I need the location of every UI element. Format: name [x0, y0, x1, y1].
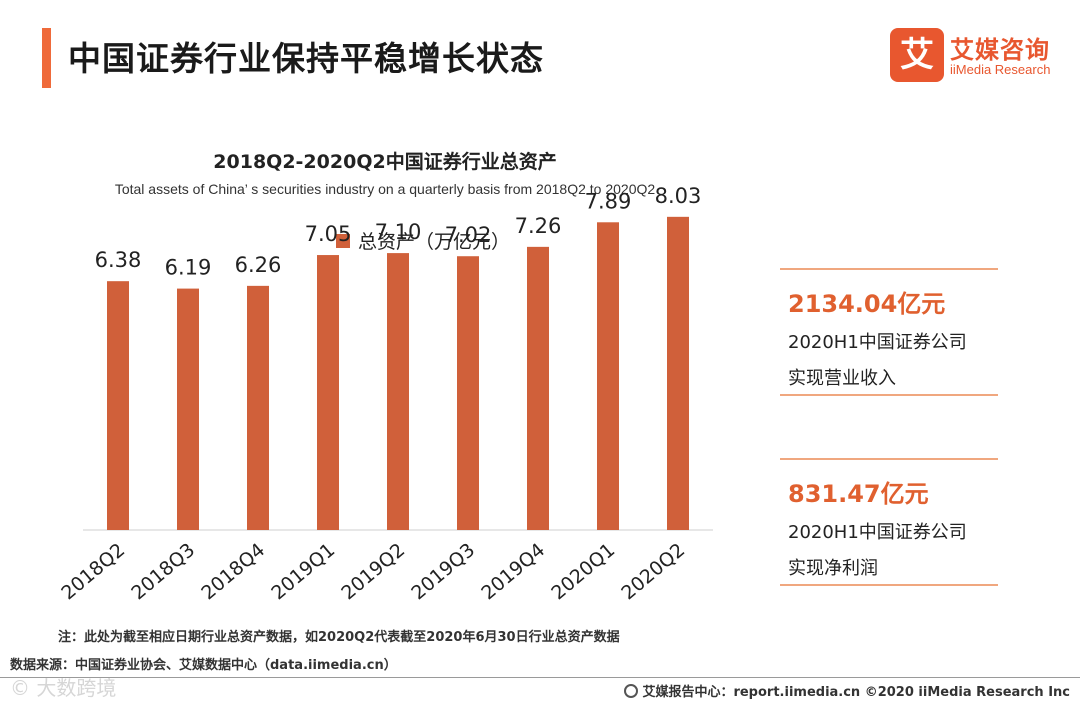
- report-center-text: 艾媒报告中心：report.iimedia.cn ©2020 iiMedia R…: [642, 685, 1070, 700]
- tick-label-2019Q2: 2019Q2: [337, 539, 409, 604]
- stat-profit-label-line1: 2020H1中国证券公司: [788, 522, 967, 543]
- stat-revenue-label-line1: 2020H1中国证券公司: [788, 332, 967, 353]
- tick-label-2018Q3: 2018Q3: [127, 539, 199, 604]
- bar-2019Q4: [527, 246, 549, 531]
- stat-revenue-value: 2134.04亿元: [788, 290, 946, 318]
- bar-2018Q3: [177, 288, 199, 530]
- value-label-2020Q1: 7.89: [585, 189, 632, 213]
- bar-2020Q2: [667, 216, 689, 530]
- value-label-2020Q2: 8.03: [655, 184, 702, 208]
- stat-revenue-label-line2: 实现营业收入: [788, 368, 896, 389]
- total-assets-bar-chart: 总资产（万亿元） 6.38 2018Q2 6.19 2018Q3 6.26 2018Q4 7.…: [57, 184, 713, 604]
- bar-2018Q4: [247, 285, 269, 530]
- logo-name-cn: 艾媒咨询: [950, 36, 1050, 64]
- tick-label-2019Q3: 2019Q3: [407, 539, 479, 604]
- value-label-2018Q4: 6.26: [235, 253, 282, 277]
- chart-note: 注：此处为截至相应日期行业总资产数据，如2020Q2代表截至2020年6月30日…: [58, 630, 620, 645]
- stat-profit-value: 831.47亿元: [788, 480, 929, 508]
- value-label-2019Q1: 7.05: [305, 222, 352, 246]
- tick-label-2019Q1: 2019Q1: [267, 539, 339, 604]
- value-label-2019Q2: 7.10: [375, 220, 422, 244]
- chart-legend: 总资产（万亿元）: [336, 231, 510, 253]
- stat-profit-label-line2: 实现净利润: [788, 558, 878, 579]
- data-source: 数据来源：中国证券业协会、艾媒数据中心（data.iimedia.cn）: [10, 658, 397, 673]
- tick-label-2018Q2: 2018Q2: [57, 539, 129, 604]
- logo-mark: 艾: [890, 28, 944, 82]
- logo-name-en: iiMedia Research: [950, 62, 1051, 77]
- tick-label-2020Q1: 2020Q1: [547, 539, 619, 604]
- globe-icon: [624, 684, 639, 698]
- page-title: 中国证券行业保持平稳增长状态: [68, 39, 544, 78]
- tick-label-2018Q4: 2018Q4: [197, 539, 269, 604]
- stat-card-net-profit: 831.47亿元 2020H1中国证券公司 实现净利润: [780, 458, 998, 586]
- footer-divider: [0, 677, 1080, 678]
- bar-2019Q3: [457, 256, 479, 530]
- bar-2019Q1: [317, 255, 339, 531]
- value-label-2019Q4: 7.26: [515, 214, 562, 238]
- value-label-2018Q2: 6.38: [95, 248, 142, 272]
- tick-label-2020Q2: 2020Q2: [617, 539, 689, 604]
- value-label-2018Q3: 6.19: [165, 256, 212, 280]
- chart-subtitle: Total assets of China’ s securities indu…: [114, 181, 656, 197]
- watermark: © 大数跨境: [10, 676, 117, 700]
- chart-title: 2018Q2-2020Q2中国证券行业总资产: [213, 151, 557, 173]
- bar-2019Q2: [387, 253, 409, 530]
- title-accent-bar: [42, 28, 51, 88]
- legend-swatch: [336, 234, 350, 248]
- bar-2018Q2: [107, 281, 129, 530]
- value-label-2019Q3: 7.02: [445, 223, 492, 247]
- legend-label: 总资产（万亿元）: [358, 231, 510, 253]
- iimedia-logo: 艾 艾媒咨询 iiMedia Research: [890, 28, 1065, 84]
- report-center-credit: 艾媒报告中心：report.iimedia.cn ©2020 iiMedia R…: [624, 681, 1070, 700]
- tick-label-2019Q4: 2019Q4: [477, 539, 549, 604]
- stat-card-revenue: 2134.04亿元 2020H1中国证券公司 实现营业收入: [780, 268, 998, 396]
- bar-2020Q1: [597, 222, 619, 531]
